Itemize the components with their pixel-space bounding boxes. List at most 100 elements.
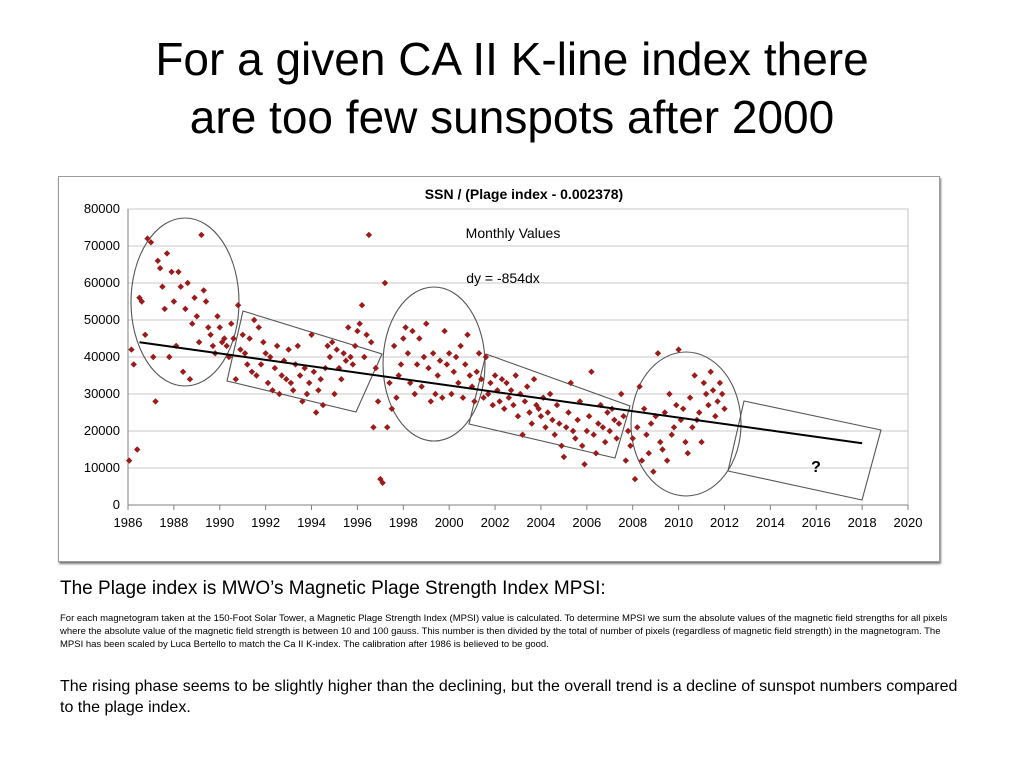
data-point — [423, 320, 430, 327]
data-point — [406, 379, 414, 387]
data-point — [193, 313, 201, 320]
chart-title: SSN / (Plage index - 0.002378) — [425, 186, 623, 202]
y-tick-label: 20000 — [84, 423, 120, 438]
data-point — [200, 287, 207, 294]
data-point — [714, 398, 721, 405]
data-point — [478, 376, 485, 383]
future-question-mark: ? — [811, 459, 821, 476]
data-point — [184, 279, 191, 287]
data-point — [432, 390, 439, 398]
data-point — [234, 302, 242, 309]
data-point — [303, 390, 311, 398]
y-tick-label: 60000 — [84, 275, 120, 290]
data-point — [306, 379, 313, 387]
data-point — [718, 390, 726, 398]
data-point — [560, 453, 568, 461]
data-point — [186, 376, 194, 383]
cycle-annotations — [130, 217, 882, 501]
data-point — [592, 450, 600, 457]
y-tick-label: 30000 — [84, 386, 120, 401]
data-point — [381, 279, 389, 287]
data-point — [670, 424, 678, 431]
data-point — [267, 353, 274, 361]
data-point — [505, 394, 513, 401]
cycle-ellipse-2010 — [630, 351, 742, 497]
data-point — [709, 387, 717, 394]
data-point — [420, 353, 428, 361]
data-point — [484, 390, 492, 398]
data-point — [549, 416, 556, 424]
data-point — [510, 401, 517, 409]
data-point — [466, 372, 474, 379]
data-point — [439, 394, 446, 401]
data-point — [462, 361, 469, 368]
data-point — [631, 475, 639, 483]
data-point — [388, 405, 396, 412]
x-tick-label: 2002 — [481, 515, 510, 530]
data-point — [475, 350, 483, 357]
data-point — [673, 401, 680, 409]
data-point — [452, 353, 460, 361]
data-point — [455, 379, 462, 387]
data-point — [283, 376, 290, 383]
x-tick-label: 1996 — [343, 515, 372, 530]
cycle-ellipse-1988 — [130, 217, 240, 387]
data-point — [558, 442, 565, 449]
data-point — [142, 331, 149, 338]
data-point — [411, 390, 418, 398]
data-point — [588, 368, 595, 375]
data-point — [572, 435, 579, 442]
x-tick-label: 1988 — [159, 515, 188, 530]
y-tick-label: 80000 — [84, 201, 120, 216]
data-point — [684, 450, 691, 457]
data-point — [154, 257, 162, 264]
data-point — [221, 335, 228, 342]
data-point — [367, 339, 375, 346]
data-point — [413, 361, 421, 368]
data-point — [579, 442, 586, 449]
data-point — [138, 298, 145, 305]
data-point — [244, 361, 251, 368]
data-point — [556, 420, 563, 427]
data-point — [386, 379, 393, 387]
y-tick-label: 70000 — [84, 238, 120, 253]
data-point — [214, 313, 221, 320]
data-point — [443, 361, 451, 368]
x-tick-label: 2014 — [756, 515, 785, 530]
data-point — [418, 383, 425, 390]
data-point — [611, 416, 618, 424]
data-point — [627, 442, 634, 449]
data-point — [372, 364, 379, 372]
data-point — [294, 342, 301, 350]
data-point — [230, 335, 237, 342]
data-point — [507, 387, 515, 394]
data-point — [523, 383, 531, 390]
data-point — [347, 353, 354, 361]
data-point — [682, 438, 689, 446]
data-point — [209, 342, 217, 350]
data-point — [333, 346, 340, 353]
data-point — [276, 390, 283, 398]
data-point — [271, 364, 279, 372]
data-point — [170, 298, 178, 305]
data-point — [487, 379, 494, 387]
data-point — [310, 368, 318, 375]
data-point — [195, 339, 203, 346]
data-point — [363, 331, 370, 338]
data-point — [384, 424, 391, 431]
data-point — [599, 424, 607, 431]
data-point — [613, 435, 620, 442]
data-point — [179, 368, 187, 375]
data-point — [273, 342, 281, 350]
data-point — [317, 376, 324, 383]
data-point — [517, 390, 524, 398]
data-point — [698, 438, 705, 446]
data-point — [721, 405, 728, 412]
data-point — [349, 361, 357, 368]
data-point — [663, 457, 671, 464]
data-point — [553, 401, 561, 409]
data-point — [156, 265, 164, 272]
data-point — [177, 283, 184, 290]
data-point — [257, 361, 265, 368]
data-point — [427, 398, 435, 405]
